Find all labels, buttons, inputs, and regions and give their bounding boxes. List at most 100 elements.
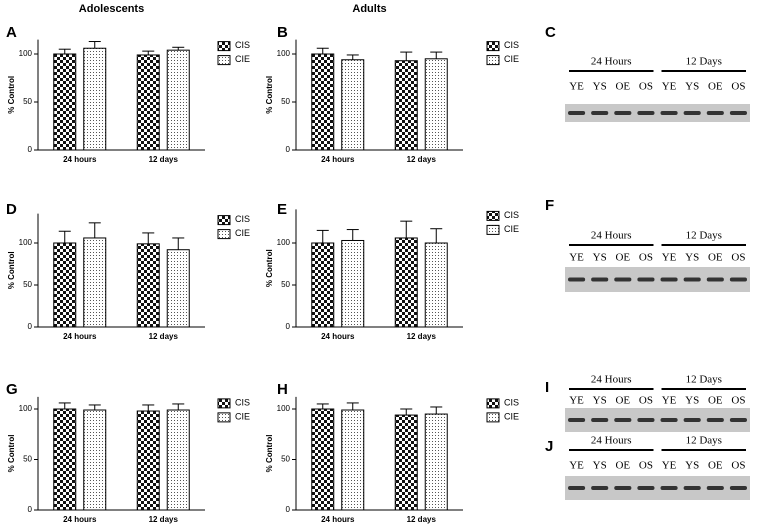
blot-band (683, 277, 701, 282)
blot-band (706, 418, 724, 422)
x-tick-label: 24 hours (63, 155, 97, 164)
blot-band (591, 486, 609, 490)
group-label: 24 Hours (591, 56, 632, 68)
lane-label: OS (731, 252, 745, 264)
blot-band (729, 486, 747, 490)
lane-label: OS (731, 460, 745, 472)
panel-label: J (545, 438, 553, 455)
group-label: 12 Days (686, 230, 722, 242)
y-tick-label: 50 (281, 97, 290, 106)
lane-label: OE (615, 395, 630, 407)
blot-band (706, 486, 724, 490)
bar (341, 409, 365, 511)
x-tick-label: 12 days (407, 155, 437, 164)
blot-band (660, 277, 678, 282)
group-label: 12 Days (686, 374, 722, 386)
x-tick-label: 12 days (149, 332, 179, 341)
lane-label: YS (593, 460, 607, 472)
bar (136, 54, 160, 151)
lane-label: YE (662, 81, 677, 93)
bar (311, 242, 335, 328)
lane-label: YE (569, 395, 584, 407)
blot-band (568, 486, 586, 490)
blot-band (614, 486, 632, 490)
bar (394, 60, 418, 151)
lane-label: YS (685, 81, 699, 93)
lane-label: YE (662, 252, 677, 264)
legend-label: CIE (504, 411, 519, 421)
column-title: Adults (352, 3, 386, 15)
bar (136, 243, 160, 328)
blot-band (683, 418, 701, 422)
legend-label: CIS (504, 397, 519, 407)
y-axis-label: % Control (265, 76, 274, 114)
blot-band (706, 277, 724, 282)
legend-swatch (486, 412, 500, 423)
lane-label: YE (662, 460, 677, 472)
y-tick-label: 100 (277, 49, 291, 58)
bar (53, 242, 77, 328)
legend-swatch (217, 55, 231, 66)
y-tick-label: 0 (28, 145, 33, 154)
legend-swatch (486, 398, 500, 409)
bar (311, 53, 335, 151)
x-tick-label: 12 days (149, 155, 179, 164)
legend-label: CIE (235, 411, 250, 421)
x-tick-label: 24 hours (63, 515, 97, 524)
legend-swatch (486, 224, 500, 235)
bar (83, 409, 107, 511)
group-label: 24 Hours (591, 374, 632, 386)
blot-band (660, 418, 678, 422)
legend-label: CIS (235, 40, 250, 50)
x-tick-label: 12 days (407, 332, 437, 341)
bar (341, 59, 365, 151)
panel-label: G (6, 381, 18, 398)
blot-membrane (565, 104, 750, 122)
lane-label: YE (569, 460, 584, 472)
blot-band (706, 111, 724, 115)
blot-band (568, 277, 586, 282)
y-axis-label: % Control (7, 435, 16, 473)
bar (166, 49, 190, 151)
lane-label: OE (708, 460, 723, 472)
lane-label: OS (731, 81, 745, 93)
panel-label: F (545, 197, 554, 214)
x-tick-label: 12 days (407, 515, 437, 524)
x-tick-label: 12 days (149, 515, 179, 524)
legend-swatch (217, 412, 231, 423)
panel-label: D (6, 201, 17, 218)
panel-label: B (277, 24, 288, 41)
bar (83, 47, 107, 151)
blot-band (568, 418, 586, 422)
legend-swatch (486, 210, 500, 221)
blot-band (683, 111, 701, 115)
legend-label: CIE (235, 228, 250, 238)
x-tick-label: 24 hours (63, 332, 97, 341)
bar (394, 237, 418, 328)
lane-label: YE (662, 395, 677, 407)
legend-swatch (486, 41, 500, 52)
y-tick-label: 100 (19, 49, 33, 58)
y-tick-label: 100 (277, 238, 291, 247)
blot-band (729, 111, 747, 115)
bar (394, 414, 418, 511)
blot-band (660, 111, 678, 115)
blot-band (614, 277, 632, 282)
blot-band (614, 418, 632, 422)
bar (311, 408, 335, 511)
lane-label: YE (569, 81, 584, 93)
legend-label: CIS (504, 210, 519, 220)
y-tick-label: 0 (286, 505, 291, 514)
group-label: 24 Hours (591, 230, 632, 242)
bar (424, 413, 448, 511)
blot-band (614, 111, 632, 115)
lane-label: YS (593, 395, 607, 407)
lane-label: YS (593, 252, 607, 264)
blot-band (591, 111, 609, 115)
panel-label: H (277, 381, 288, 398)
blot-band (637, 486, 655, 490)
y-tick-label: 50 (23, 455, 32, 464)
group-label: 24 Hours (591, 435, 632, 447)
y-axis-label: % Control (265, 249, 274, 287)
legend-label: CIE (235, 54, 250, 64)
